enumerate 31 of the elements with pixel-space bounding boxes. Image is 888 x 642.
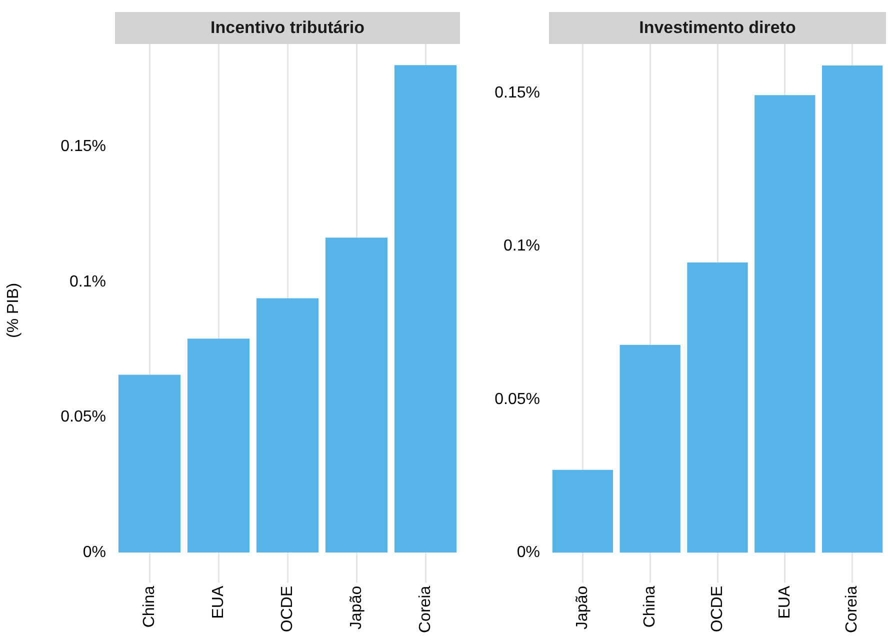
x-tick-label: Coreia — [844, 586, 861, 634]
bar — [687, 262, 748, 553]
y-tick-label: 0.15% — [494, 84, 540, 102]
y-tick-label: 0% — [516, 544, 540, 562]
x-tick-label: EUA — [776, 586, 794, 619]
y-tick-label: 0.05% — [494, 390, 540, 408]
chart-title: Incentivo tributário — [115, 12, 460, 44]
x-tick-label: China — [642, 586, 659, 628]
x-tick-label: Japão — [574, 586, 592, 630]
y-tick-label: 0.05% — [60, 408, 106, 426]
bar — [620, 344, 680, 553]
bar — [394, 65, 457, 553]
y-tick-label: 0.1% — [504, 238, 540, 255]
bar — [325, 238, 388, 553]
bar — [822, 65, 883, 553]
bar — [187, 338, 250, 553]
x-tick-label: Japão — [348, 586, 365, 630]
x-tick-label: EUA — [210, 586, 227, 619]
x-tick-label: Coreia — [416, 586, 434, 634]
chart-title: Investimento direto — [549, 12, 886, 44]
bar — [754, 95, 816, 553]
y-tick-label: 0% — [82, 544, 106, 561]
bar — [256, 298, 319, 553]
y-tick-label: 0.1% — [70, 273, 106, 290]
y-axis-title: (% PIB) — [5, 282, 22, 338]
bar — [552, 470, 614, 553]
x-tick-label: China — [140, 586, 158, 628]
x-tick-label: OCDE — [278, 586, 296, 632]
bar — [118, 374, 181, 553]
y-tick-label: 0.15% — [60, 138, 106, 156]
x-tick-label: OCDE — [708, 586, 726, 632]
